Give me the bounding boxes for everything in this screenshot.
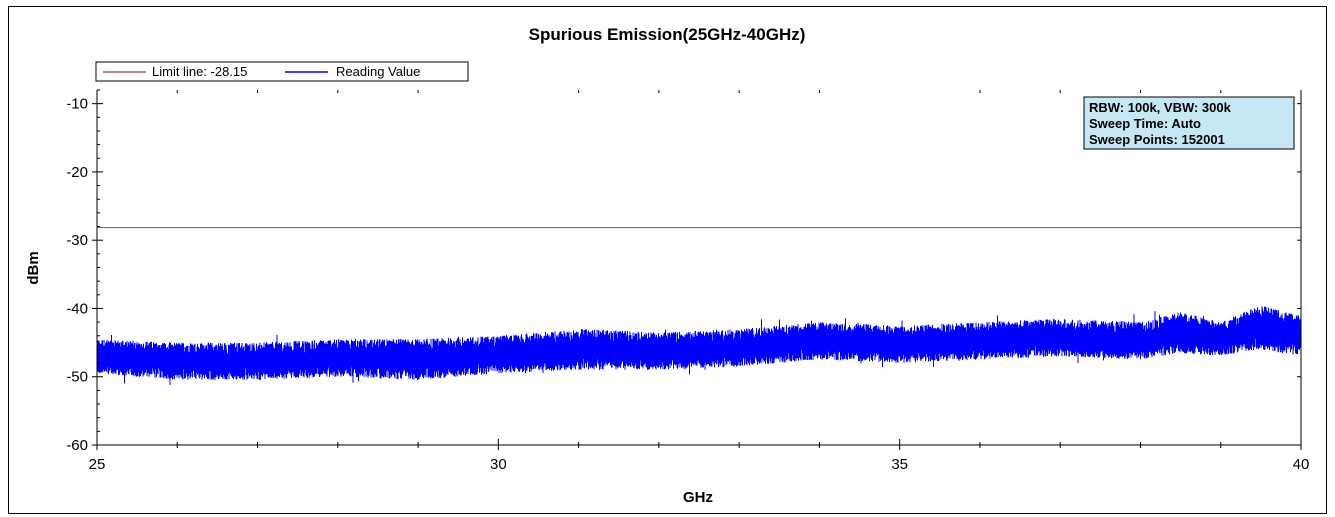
legend-label-limit-line: Limit line: -28.15: [152, 64, 247, 79]
x-tick-label: 25: [89, 456, 106, 473]
reading-value-series: [96, 306, 1302, 385]
legend-label-reading-value: Reading Value: [336, 64, 420, 79]
y-tick-label: -60: [66, 437, 88, 454]
legend: Limit line: -28.15 Reading Value: [95, 61, 469, 82]
chart-title: Spurious Emission(25GHz-40GHz): [529, 25, 806, 44]
y-tick-label: -50: [66, 369, 88, 386]
x-tick-label: 30: [490, 456, 507, 473]
info-rbw-vbw: RBW: 100k, VBW: 300k: [1089, 100, 1232, 115]
y-axis-label: dBm: [25, 251, 42, 284]
y-tick-label: -20: [66, 164, 88, 181]
info-box: RBW: 100k, VBW: 300k Sweep Time: Auto Sw…: [1083, 96, 1295, 150]
legend-box: [95, 61, 469, 82]
minor-ticks: [97, 89, 1301, 448]
x-axis-ticks: 25 30 35 40: [89, 439, 1310, 473]
chart-frame: [8, 6, 1327, 514]
x-tick-label: 35: [891, 456, 908, 473]
plot-area: [96, 89, 1302, 448]
info-box-background: [1083, 96, 1295, 150]
x-tick-label: 40: [1293, 456, 1310, 473]
y-axis-ticks: -10 -20 -30 -40 -50 -60: [66, 96, 103, 454]
info-sweep-time: Sweep Time: Auto: [1089, 116, 1201, 131]
y-tick-label: -30: [66, 232, 88, 249]
y-tick-label: -40: [66, 300, 88, 317]
x-axis-label: GHz: [683, 489, 713, 506]
info-sweep-points: Sweep Points: 152001: [1089, 132, 1225, 147]
y-tick-label: -10: [66, 96, 88, 113]
